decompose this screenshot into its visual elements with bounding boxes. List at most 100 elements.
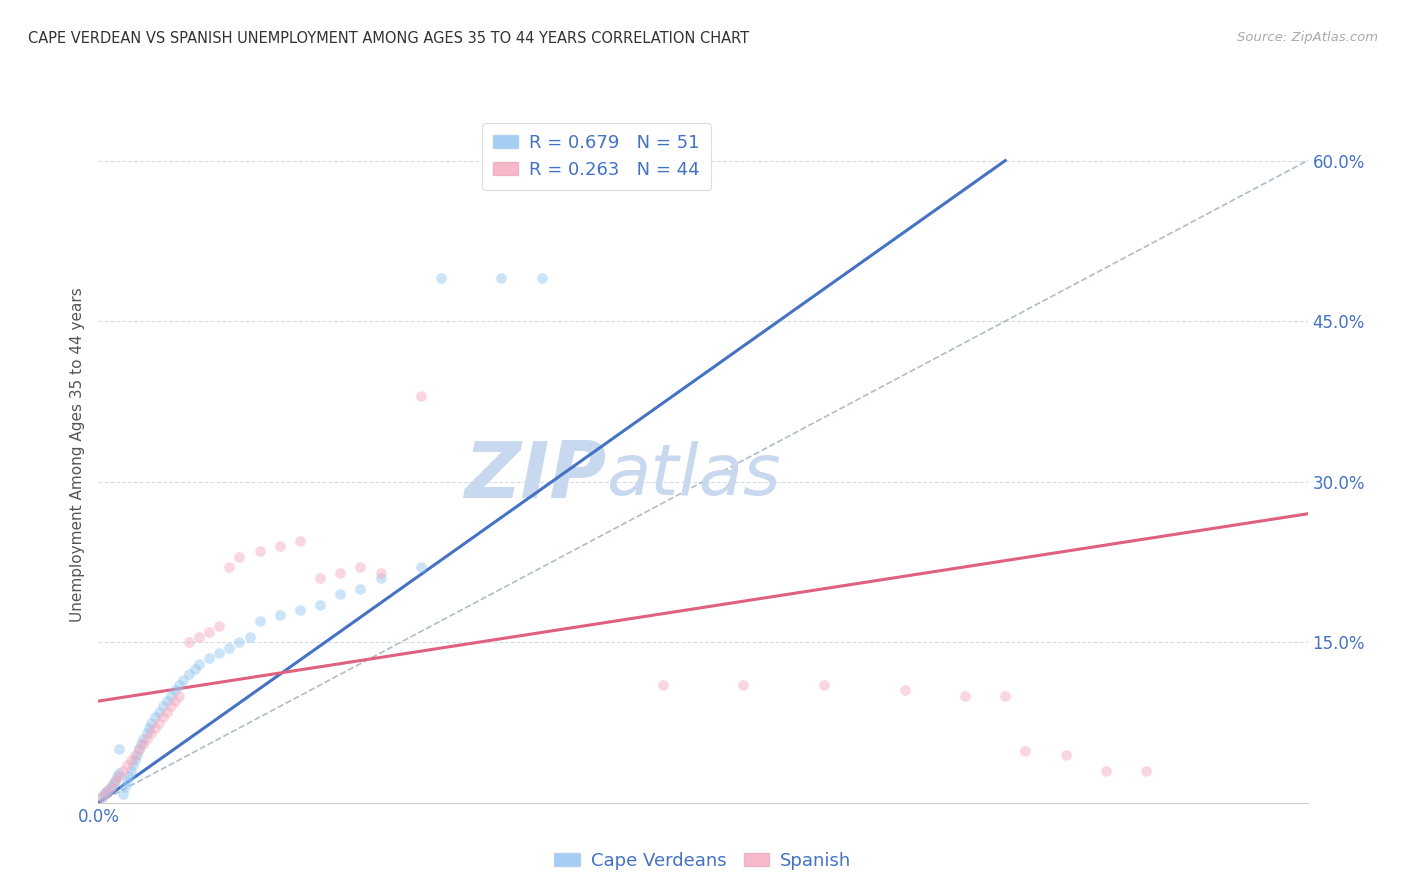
Point bbox=[156, 705, 179, 719]
Point bbox=[198, 624, 221, 639]
Point bbox=[1054, 747, 1077, 762]
Point bbox=[208, 619, 231, 633]
Point bbox=[163, 683, 186, 698]
Point bbox=[651, 678, 673, 692]
Point bbox=[100, 780, 122, 794]
Point bbox=[370, 571, 392, 585]
Point bbox=[125, 747, 148, 762]
Point bbox=[893, 683, 915, 698]
Y-axis label: Unemployment Among Ages 35 to 44 years: Unemployment Among Ages 35 to 44 years bbox=[70, 287, 86, 623]
Point bbox=[163, 694, 186, 708]
Point bbox=[198, 651, 221, 665]
Point bbox=[249, 544, 271, 558]
Point bbox=[152, 710, 174, 724]
Point bbox=[309, 598, 332, 612]
Point bbox=[148, 715, 170, 730]
Point bbox=[115, 774, 138, 789]
Point bbox=[148, 705, 170, 719]
Point bbox=[1014, 744, 1036, 758]
Point bbox=[1135, 764, 1157, 778]
Text: CAPE VERDEAN VS SPANISH UNEMPLOYMENT AMONG AGES 35 TO 44 YEARS CORRELATION CHART: CAPE VERDEAN VS SPANISH UNEMPLOYMENT AMO… bbox=[28, 31, 749, 46]
Point bbox=[288, 603, 311, 617]
Point bbox=[97, 783, 120, 797]
Point bbox=[139, 715, 162, 730]
Point bbox=[269, 539, 291, 553]
Point bbox=[101, 776, 124, 790]
Point bbox=[249, 614, 271, 628]
Text: ZIP: ZIP bbox=[464, 438, 606, 514]
Point bbox=[160, 689, 183, 703]
Point bbox=[143, 710, 166, 724]
Point bbox=[91, 790, 114, 805]
Point bbox=[152, 699, 174, 714]
Point bbox=[269, 608, 291, 623]
Point bbox=[128, 742, 150, 756]
Point bbox=[107, 769, 129, 783]
Point bbox=[188, 657, 211, 671]
Point bbox=[218, 640, 240, 655]
Point bbox=[349, 560, 371, 574]
Point bbox=[228, 549, 250, 564]
Point bbox=[309, 571, 332, 585]
Point bbox=[409, 389, 432, 403]
Point bbox=[409, 560, 432, 574]
Point bbox=[530, 271, 553, 285]
Point bbox=[128, 742, 150, 756]
Point bbox=[208, 646, 231, 660]
Point bbox=[111, 764, 134, 778]
Point bbox=[813, 678, 835, 692]
Point bbox=[167, 678, 190, 692]
Point bbox=[135, 726, 157, 740]
Point bbox=[188, 630, 211, 644]
Point bbox=[132, 737, 155, 751]
Point bbox=[135, 731, 157, 746]
Point bbox=[120, 753, 142, 767]
Point bbox=[107, 742, 129, 756]
Point bbox=[160, 699, 183, 714]
Point bbox=[218, 560, 240, 574]
Point bbox=[139, 726, 162, 740]
Point bbox=[111, 787, 134, 801]
Point bbox=[491, 271, 513, 285]
Point bbox=[91, 790, 114, 805]
Point bbox=[329, 587, 352, 601]
Point bbox=[118, 769, 141, 783]
Point bbox=[100, 780, 122, 794]
Point bbox=[172, 673, 194, 687]
Point bbox=[953, 689, 976, 703]
Point bbox=[167, 689, 190, 703]
Point bbox=[138, 721, 160, 735]
Point bbox=[349, 582, 371, 596]
Point bbox=[96, 785, 118, 799]
Point bbox=[733, 678, 755, 692]
Point bbox=[288, 533, 311, 548]
Point bbox=[329, 566, 352, 580]
Legend: Cape Verdeans, Spanish: Cape Verdeans, Spanish bbox=[547, 845, 859, 877]
Point bbox=[228, 635, 250, 649]
Point bbox=[121, 758, 143, 772]
Point bbox=[124, 753, 146, 767]
Point bbox=[124, 747, 146, 762]
Point bbox=[103, 774, 125, 789]
Text: atlas: atlas bbox=[606, 442, 780, 510]
Point bbox=[143, 721, 166, 735]
Point bbox=[179, 635, 201, 649]
Point bbox=[132, 731, 155, 746]
Point bbox=[129, 737, 152, 751]
Point bbox=[114, 780, 136, 794]
Text: Source: ZipAtlas.com: Source: ZipAtlas.com bbox=[1237, 31, 1378, 45]
Point bbox=[96, 785, 118, 799]
Point bbox=[1095, 764, 1118, 778]
Point bbox=[994, 689, 1017, 703]
Point bbox=[184, 662, 207, 676]
Point bbox=[156, 694, 179, 708]
Point bbox=[120, 764, 142, 778]
Point bbox=[93, 787, 115, 801]
Point bbox=[239, 630, 262, 644]
Point bbox=[115, 758, 138, 772]
Point bbox=[370, 566, 392, 580]
Point bbox=[105, 769, 128, 783]
Point bbox=[430, 271, 453, 285]
Point bbox=[103, 774, 125, 789]
Point bbox=[179, 667, 201, 681]
